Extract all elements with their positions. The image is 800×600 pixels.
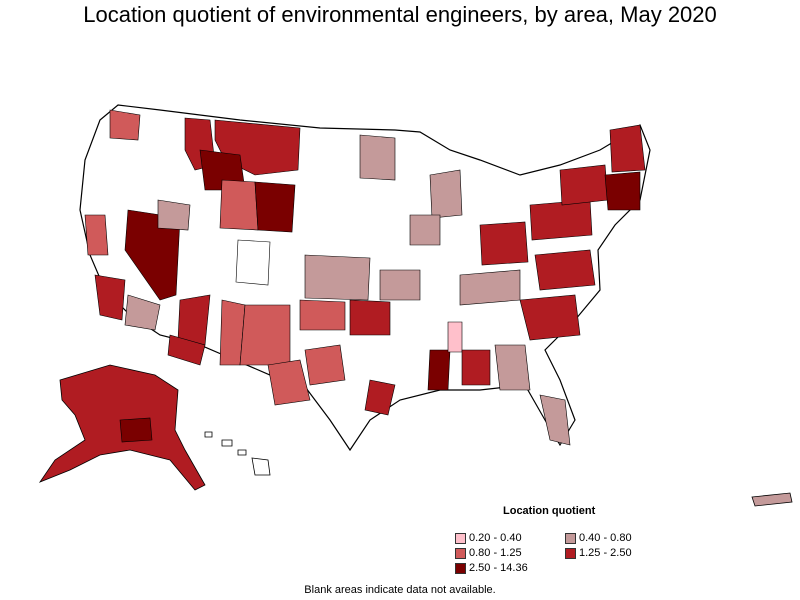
legend-item-2: 0.80 - 1.25 — [455, 547, 522, 559]
area-oklahoma-east — [349, 299, 391, 336]
area-georgia — [494, 344, 531, 391]
area-new-england-north — [609, 124, 646, 173]
area-washington-coast — [109, 109, 141, 141]
legend-label: 2.50 - 14.36 — [469, 562, 528, 574]
legend-item-1: 0.40 - 0.80 — [565, 532, 632, 544]
legend-swatch — [455, 562, 466, 574]
legend-item-3: 1.25 - 2.50 — [565, 547, 632, 559]
area-texas-east — [364, 379, 396, 416]
area-mississippi — [427, 349, 451, 391]
area-florida — [539, 394, 571, 446]
area-alabama-low — [447, 321, 463, 353]
area-carolinas — [519, 294, 581, 341]
area-virginia — [534, 249, 596, 291]
area-regions — [84, 109, 646, 446]
area-arizona-south — [167, 334, 206, 366]
legend-label: 0.40 - 0.80 — [579, 532, 632, 544]
legend-label: 0.20 - 0.40 — [469, 532, 522, 544]
area-oklahoma-west — [299, 299, 346, 331]
puerto-rico — [751, 492, 793, 507]
legend-title: Location quotient — [503, 505, 596, 517]
area-new-england-south — [604, 171, 641, 211]
legend-swatch — [455, 547, 466, 559]
legend-label: 0.80 - 1.25 — [469, 547, 522, 559]
area-wyoming-east — [254, 181, 296, 233]
area-alabama — [461, 349, 491, 386]
area-illinois-north — [409, 214, 441, 246]
area-california-southeast — [124, 294, 161, 331]
area-colorado-west — [235, 239, 271, 286]
area-wyoming-west — [219, 179, 259, 231]
area-michigan — [429, 169, 463, 219]
area-missouri — [379, 269, 421, 301]
footnote: Blank areas indicate data not available. — [304, 584, 496, 596]
legend-label: 1.25 - 2.50 — [579, 547, 632, 559]
area-minnesota-north — [359, 134, 396, 181]
map-title: Location quotient of environmental engin… — [83, 2, 717, 27]
legend-swatch — [565, 532, 576, 544]
legend-item-4: 2.50 - 14.36 — [455, 562, 528, 574]
area-new-mexico-east — [239, 304, 291, 366]
area-california-south — [94, 274, 126, 321]
area-oregon-idaho — [157, 199, 191, 231]
legend-swatch — [455, 532, 466, 544]
hawaii-islands — [204, 431, 271, 476]
alaska-southcentral — [119, 417, 153, 443]
area-kansas — [304, 254, 371, 301]
area-arizona-north — [177, 294, 211, 346]
area-texas-west — [267, 359, 311, 406]
area-texas-central — [304, 344, 346, 386]
legend-item-0: 0.20 - 0.40 — [455, 532, 522, 544]
area-pennsylvania — [529, 199, 593, 241]
area-ohio — [479, 221, 529, 266]
legend-swatch — [565, 547, 576, 559]
area-new-york — [559, 164, 609, 206]
area-kentucky — [459, 269, 521, 306]
area-california-bay — [84, 214, 109, 256]
